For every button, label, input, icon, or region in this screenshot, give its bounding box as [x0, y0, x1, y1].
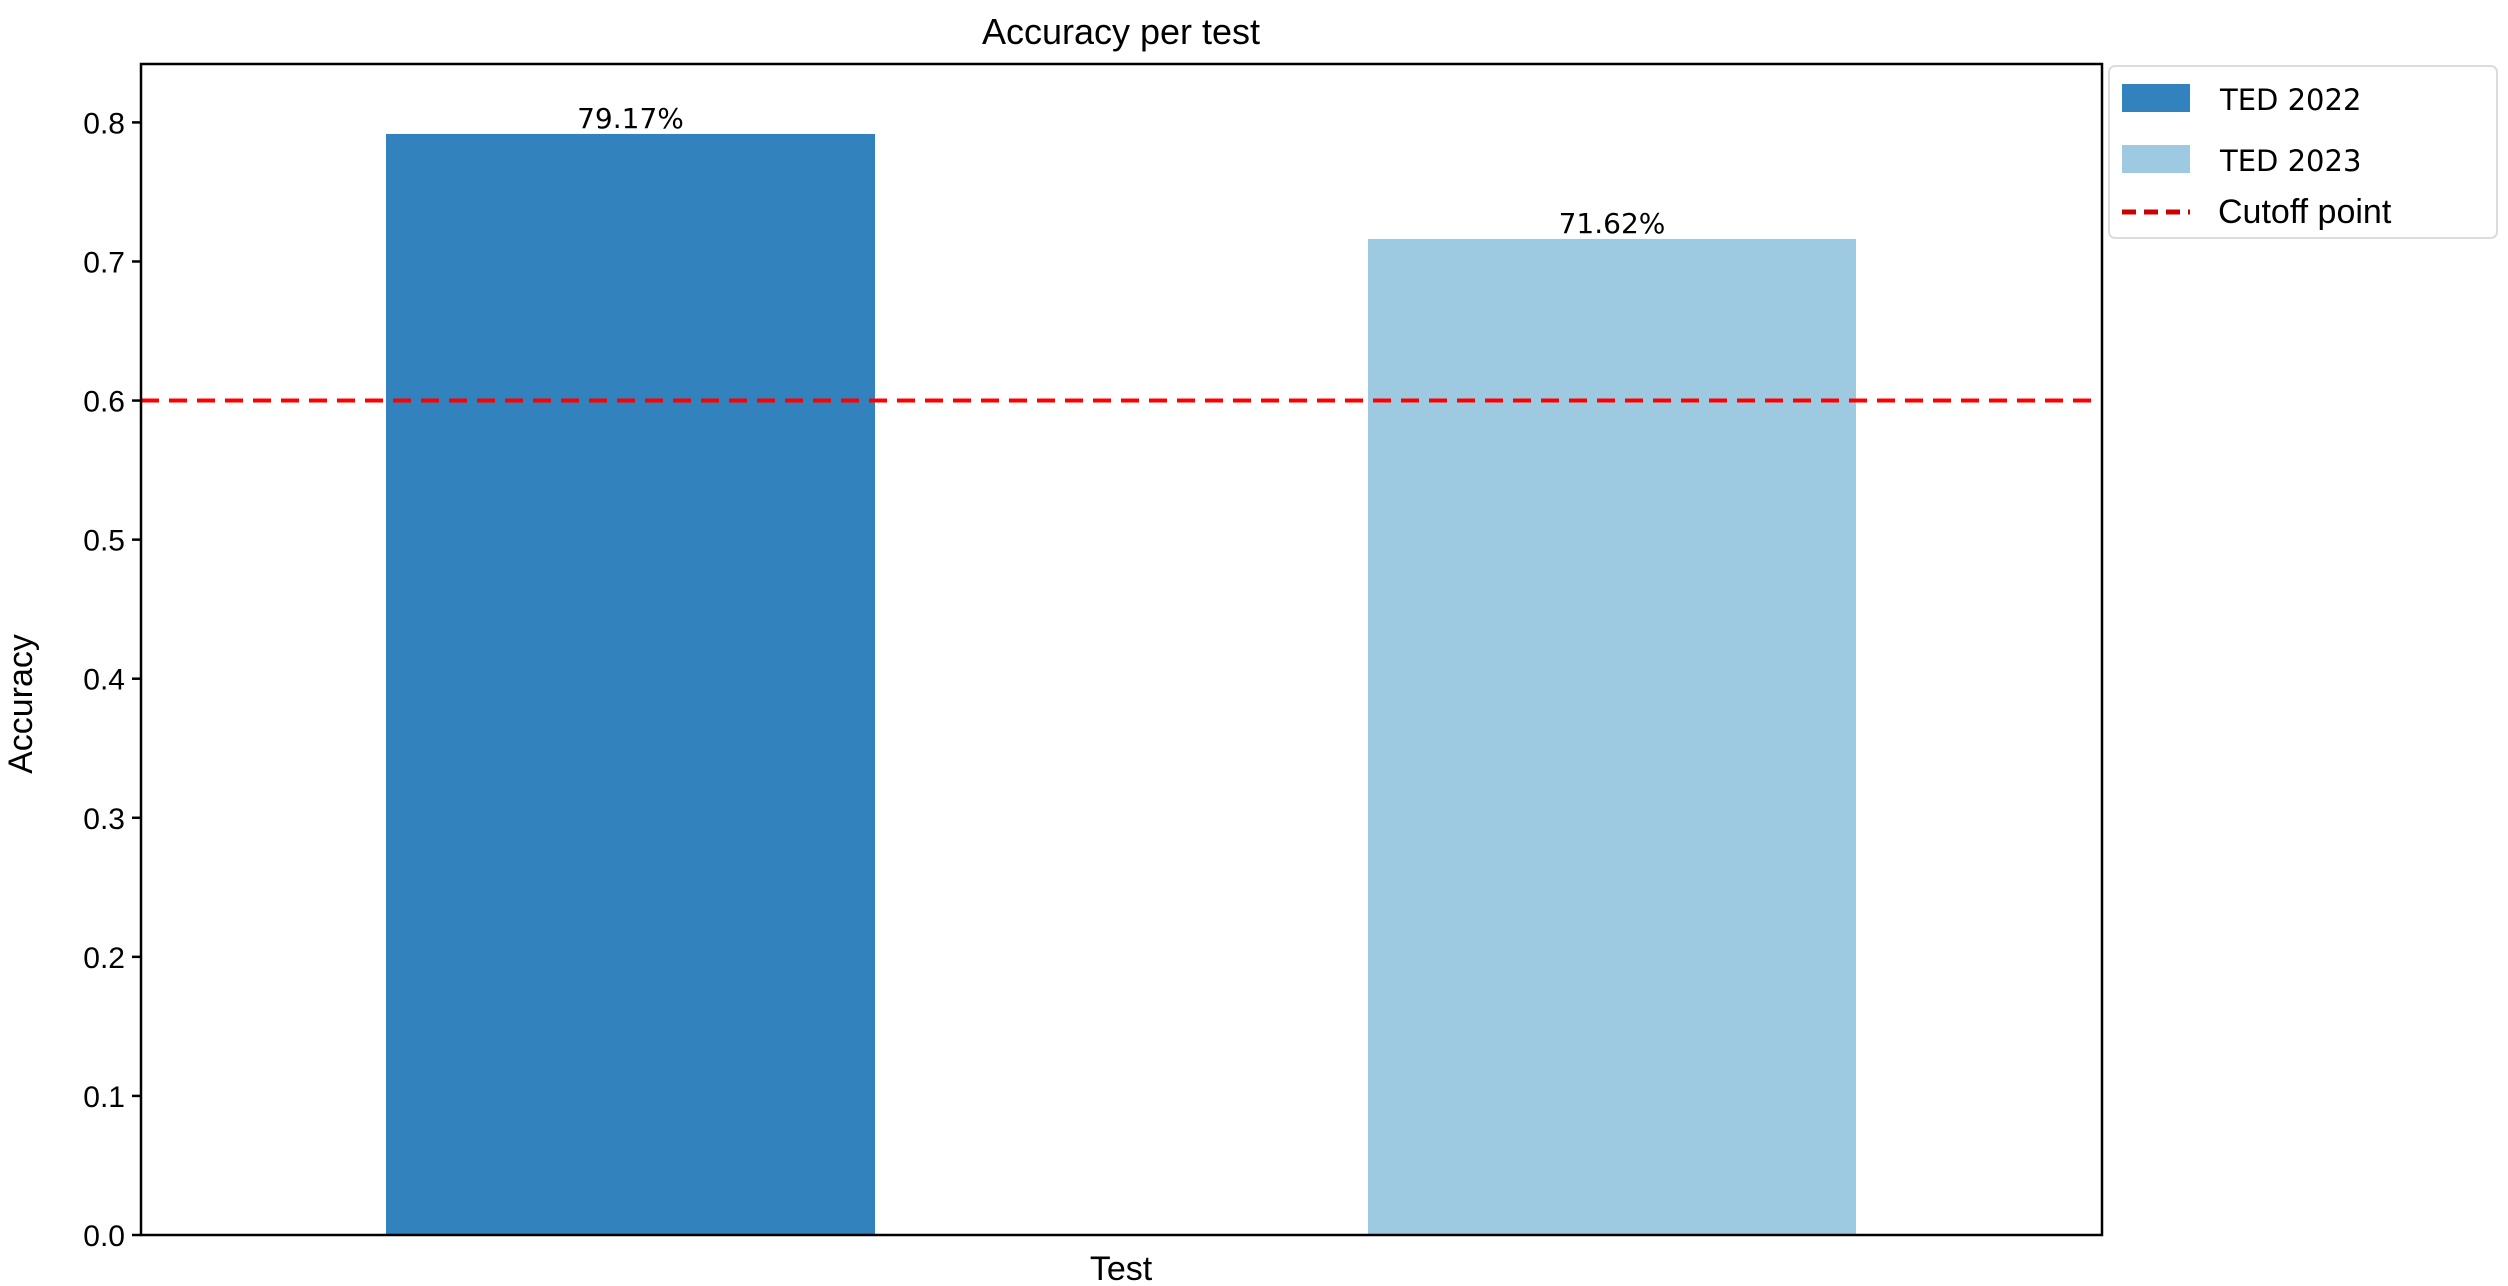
x-axis-label: Test: [1090, 1250, 1153, 1286]
legend-label-ted-2022: TED 2022: [2219, 83, 2361, 117]
bar-ted-2023: [1368, 238, 1856, 1235]
legend-box: [2108, 65, 2498, 239]
legend-swatch-ted-2023: [2122, 145, 2190, 173]
y-tick-label: 0.3: [83, 803, 125, 836]
y-tick-label: 0.8: [83, 107, 125, 140]
legend-label-cutoff: Cutoff point: [2218, 193, 2392, 231]
bar-ted-2022: [386, 133, 875, 1235]
legend-swatch-ted-2022: [2122, 84, 2190, 112]
y-tick-label: 0.0: [83, 1220, 125, 1253]
legend: TED 2022 TED 2023 Cutoff point: [2108, 65, 2498, 239]
y-tick-label: 0.6: [83, 386, 125, 419]
legend-label-ted-2023: TED 2023: [2219, 144, 2361, 178]
plot-frame: [139, 62, 2104, 1237]
y-tick-label: 0.5: [83, 525, 125, 558]
y-axis-label: Accuracy: [2, 634, 40, 774]
y-tick-label: 0.7: [83, 246, 125, 279]
y-tick-label: 0.2: [83, 942, 125, 975]
y-tick-label: 0.4: [83, 664, 125, 697]
bar-value-label: 79.17%: [577, 102, 684, 135]
bar-value-label: 71.62%: [1559, 207, 1666, 240]
y-tick-label: 0.1: [83, 1081, 125, 1114]
chart-title: Accuracy per test: [982, 11, 1260, 52]
